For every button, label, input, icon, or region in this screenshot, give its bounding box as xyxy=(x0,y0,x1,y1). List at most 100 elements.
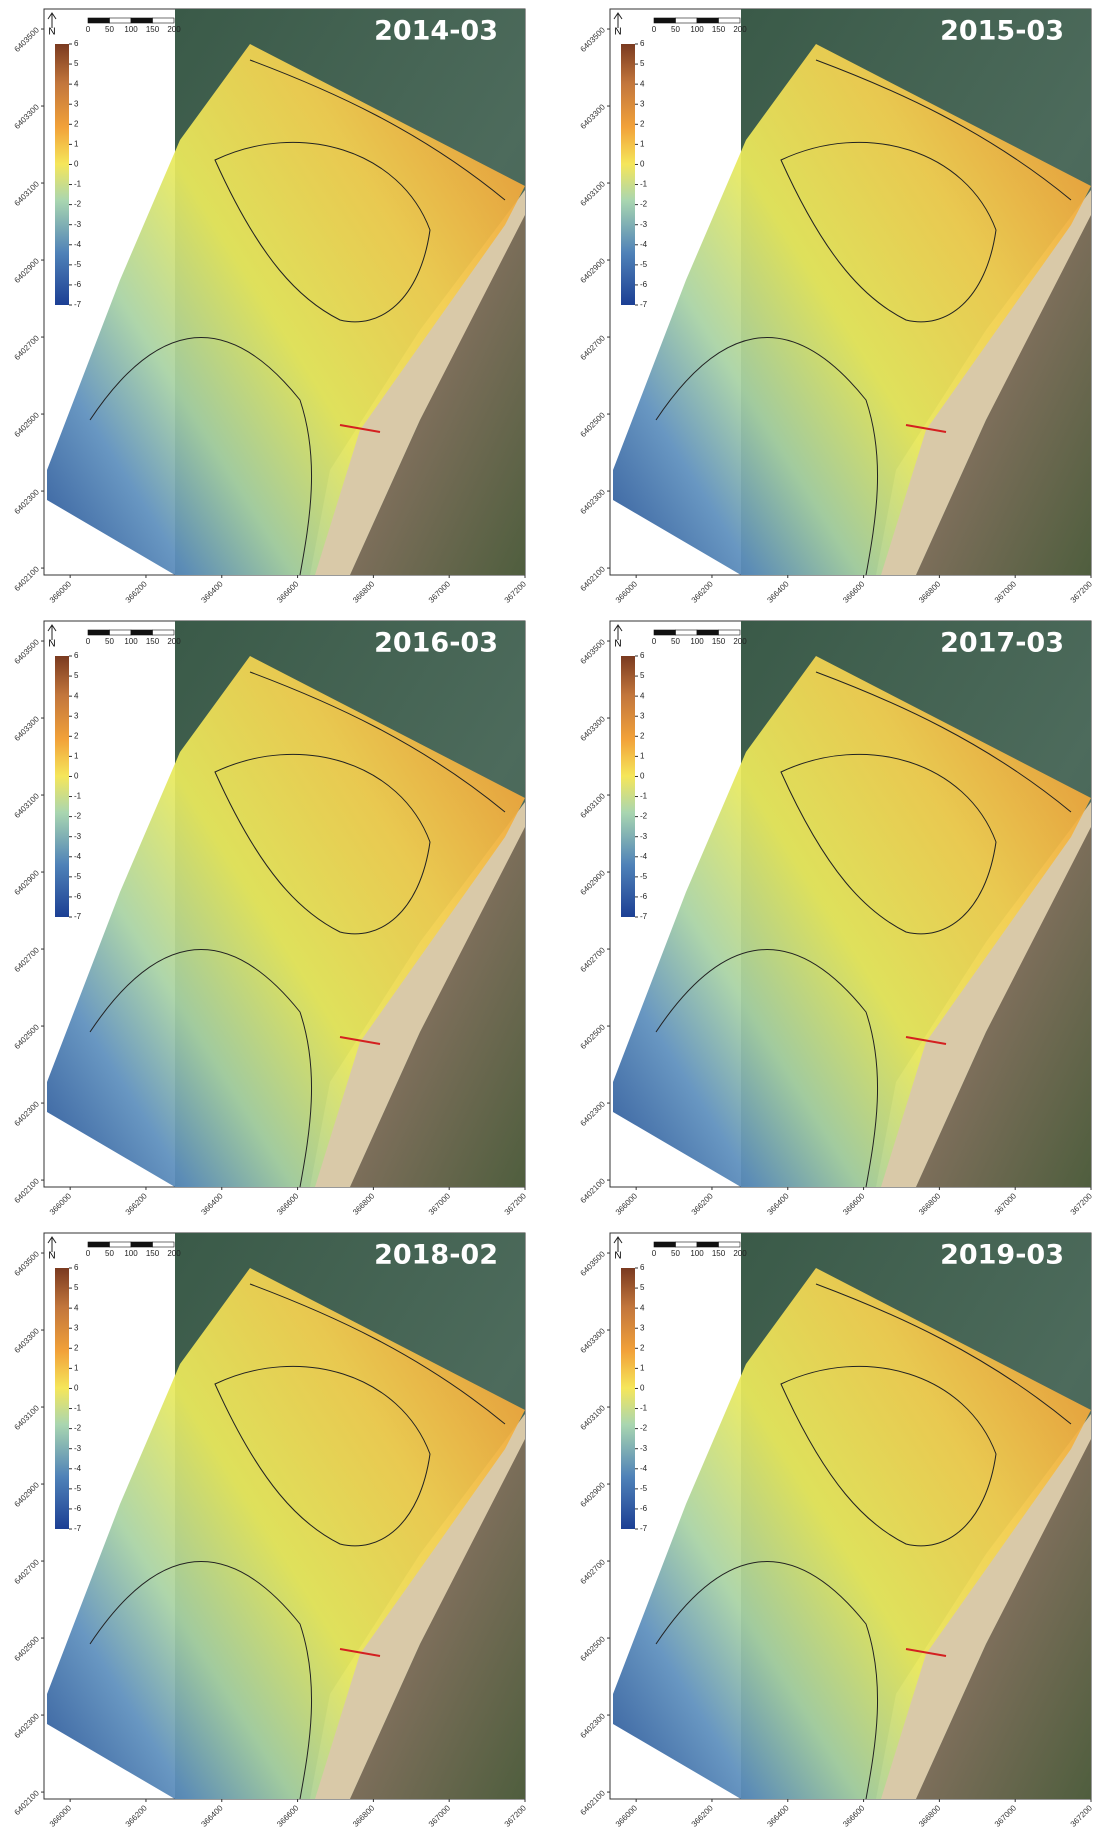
x-tick-label: 366400 xyxy=(765,1803,791,1829)
colorbar xyxy=(621,1268,635,1529)
scale-bar-label: 150 xyxy=(146,1249,160,1258)
colorbar-label: -2 xyxy=(74,812,82,821)
scale-bar-segment xyxy=(654,18,676,23)
map-panel: 6403500640330064031006402900640270064025… xyxy=(13,1233,529,1829)
colorbar-label: 1 xyxy=(640,751,645,760)
colorbar-label: 1 xyxy=(640,139,645,148)
scale-bar-label: 150 xyxy=(146,637,160,646)
colorbar-label: -3 xyxy=(640,832,648,841)
scale-bar-label: 100 xyxy=(124,1249,138,1258)
x-tick-label: 366200 xyxy=(124,1191,150,1217)
y-tick-label: 6402700 xyxy=(579,1557,608,1586)
y-tick-label: 6402300 xyxy=(579,487,608,516)
scale-bar-segment xyxy=(719,1242,741,1247)
north-label: N xyxy=(48,27,55,38)
colorbar-label: 3 xyxy=(640,99,645,108)
scale-bar-label: 50 xyxy=(105,637,114,646)
colorbar-label: 1 xyxy=(640,1363,645,1372)
x-tick-label: 366600 xyxy=(275,579,301,605)
x-tick-label: 367200 xyxy=(1069,579,1095,605)
x-tick-label: 366000 xyxy=(48,1191,74,1217)
x-tick-label: 367200 xyxy=(503,579,529,605)
colorbar-label: 4 xyxy=(74,1303,79,1312)
scale-bar-label: 200 xyxy=(167,637,181,646)
x-tick-label: 366200 xyxy=(690,1803,716,1829)
colorbar-label: -2 xyxy=(74,1424,82,1433)
y-tick-label: 6403300 xyxy=(13,1326,42,1355)
colorbar xyxy=(55,44,69,305)
y-tick-label: 6402500 xyxy=(579,410,608,439)
scale-bar-label: 50 xyxy=(671,25,680,34)
y-tick-label: 6402900 xyxy=(579,1480,608,1509)
scale-bar-segment xyxy=(88,1242,110,1247)
y-tick-label: 6402900 xyxy=(579,868,608,897)
y-tick-label: 6403300 xyxy=(13,714,42,743)
colorbar-label: -5 xyxy=(74,872,82,881)
colorbar-label: -5 xyxy=(640,1484,648,1493)
colorbar-label: -6 xyxy=(74,892,82,901)
colorbar-label: 1 xyxy=(74,1363,79,1372)
y-tick-label: 6402700 xyxy=(13,945,42,974)
colorbar-label: 5 xyxy=(640,671,645,680)
y-tick-label: 6402900 xyxy=(13,1480,42,1509)
panel-title: 2016-03 xyxy=(374,628,498,659)
colorbar-label: -1 xyxy=(74,792,82,801)
scale-bar-segment xyxy=(676,630,698,635)
scale-bar-segment xyxy=(697,630,719,635)
scale-bar-segment xyxy=(153,1242,175,1247)
y-tick-label: 6403100 xyxy=(579,1403,608,1432)
scale-bar-segment xyxy=(88,630,110,635)
colorbar-label: 5 xyxy=(74,59,79,68)
colorbar-label: -5 xyxy=(640,260,648,269)
y-tick-label: 6403300 xyxy=(579,714,608,743)
x-tick-label: 366000 xyxy=(614,1803,640,1829)
scale-bar-label: 150 xyxy=(712,1249,726,1258)
y-tick-label: 6402100 xyxy=(13,1176,42,1205)
x-tick-label: 366000 xyxy=(48,579,74,605)
x-tick-label: 366600 xyxy=(275,1803,301,1829)
y-tick-label: 6402100 xyxy=(579,1788,608,1817)
colorbar-label: 1 xyxy=(74,751,79,760)
scale-bar-label: 0 xyxy=(86,637,91,646)
colorbar-label: 6 xyxy=(640,1263,645,1272)
scale-bar-segment xyxy=(676,18,698,23)
colorbar-label: -4 xyxy=(640,1464,648,1473)
y-tick-label: 6402700 xyxy=(13,333,42,362)
colorbar-label: 3 xyxy=(74,711,79,720)
y-tick-label: 6402300 xyxy=(13,1711,42,1740)
colorbar xyxy=(55,1268,69,1529)
scale-bar-segment xyxy=(153,630,175,635)
colorbar-label: -1 xyxy=(74,1404,82,1413)
x-tick-label: 366400 xyxy=(199,579,225,605)
x-tick-label: 367200 xyxy=(1069,1803,1095,1829)
scale-bar-segment xyxy=(719,18,741,23)
scale-bar-label: 0 xyxy=(86,1249,91,1258)
colorbar-label: 6 xyxy=(640,651,645,660)
colorbar-label: 4 xyxy=(640,79,645,88)
y-tick-label: 6402300 xyxy=(13,1099,42,1128)
colorbar-label: -4 xyxy=(74,1464,82,1473)
scale-bar-label: 150 xyxy=(712,25,726,34)
x-tick-label: 366600 xyxy=(841,579,867,605)
x-tick-label: 367000 xyxy=(993,1803,1019,1829)
scale-bar-label: 50 xyxy=(671,637,680,646)
colorbar-label: 2 xyxy=(74,1343,79,1352)
scale-bar-label: 150 xyxy=(712,637,726,646)
colorbar-label: -2 xyxy=(640,1424,648,1433)
colorbar-label: -3 xyxy=(640,1444,648,1453)
x-tick-label: 366200 xyxy=(124,579,150,605)
colorbar-label: 4 xyxy=(74,79,79,88)
scale-bar-label: 50 xyxy=(105,1249,114,1258)
colorbar-label: -5 xyxy=(74,260,82,269)
figure: 6403500640330064031006402900640270064025… xyxy=(0,0,1101,1837)
scale-bar-label: 200 xyxy=(733,1249,747,1258)
colorbar-label: -6 xyxy=(640,1504,648,1513)
scale-bar-label: 200 xyxy=(733,25,747,34)
colorbar-label: 4 xyxy=(640,691,645,700)
colorbar-label: -1 xyxy=(640,792,648,801)
scale-bar-segment xyxy=(110,1242,132,1247)
y-tick-label: 6403100 xyxy=(13,1403,42,1432)
y-tick-label: 6403500 xyxy=(13,637,42,666)
y-tick-label: 6403100 xyxy=(579,791,608,820)
colorbar xyxy=(621,44,635,305)
